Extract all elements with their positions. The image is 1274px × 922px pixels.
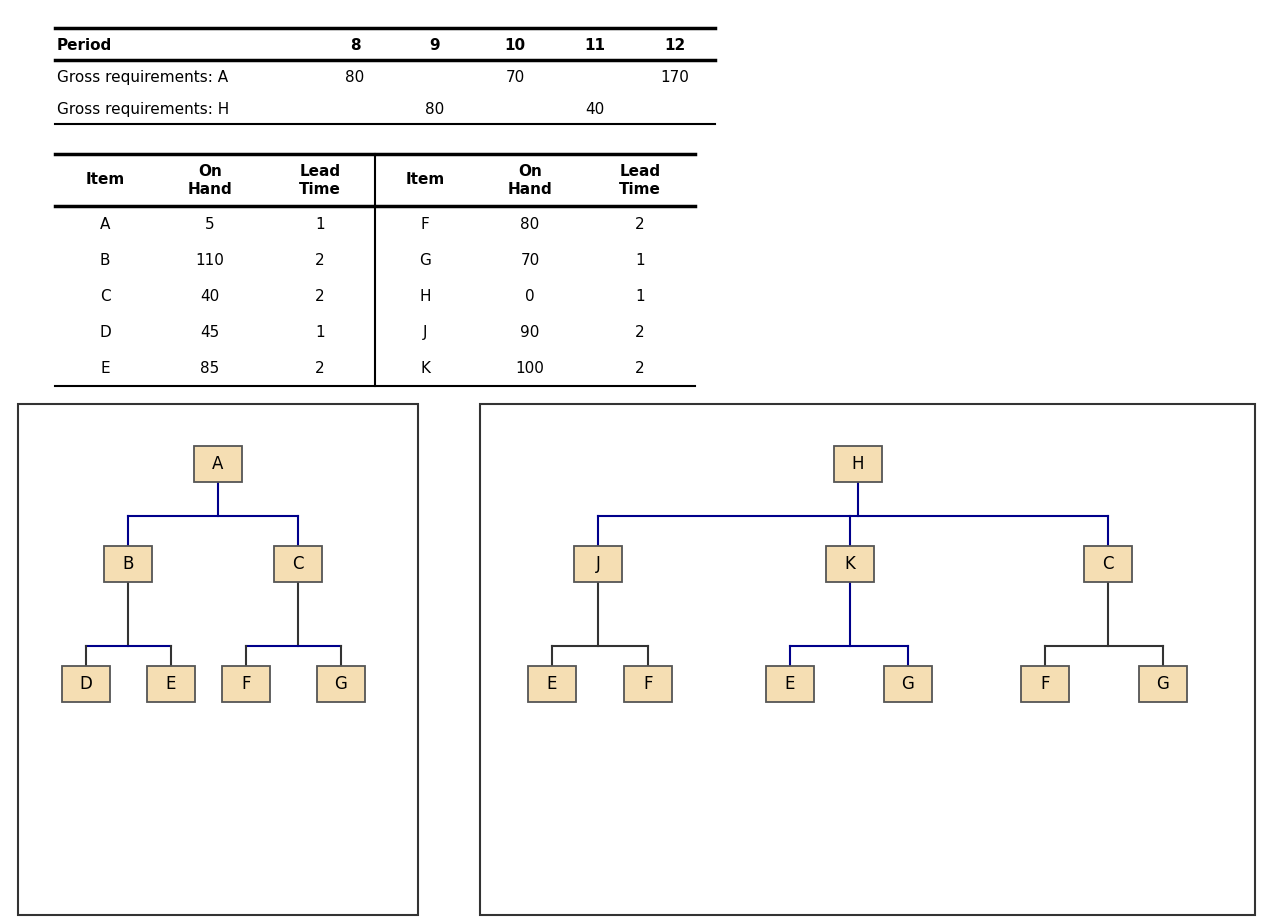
- Text: 40: 40: [585, 102, 605, 117]
- Text: Item: Item: [85, 172, 125, 187]
- Text: H: H: [419, 289, 431, 303]
- Text: 1: 1: [315, 217, 325, 231]
- Text: G: G: [1157, 675, 1170, 693]
- Text: C: C: [1102, 555, 1113, 573]
- Text: 170: 170: [660, 70, 689, 85]
- Text: G: G: [335, 675, 348, 693]
- Text: On: On: [519, 163, 541, 179]
- Text: J: J: [595, 555, 600, 573]
- Text: Period: Period: [57, 38, 112, 53]
- Text: 12: 12: [664, 38, 685, 53]
- FancyBboxPatch shape: [884, 666, 933, 702]
- Text: F: F: [1041, 675, 1050, 693]
- Text: Time: Time: [619, 182, 661, 196]
- Text: B: B: [122, 555, 134, 573]
- Text: E: E: [166, 675, 176, 693]
- Text: 2: 2: [636, 325, 645, 339]
- Text: 70: 70: [506, 70, 525, 85]
- FancyBboxPatch shape: [766, 666, 814, 702]
- FancyBboxPatch shape: [222, 666, 270, 702]
- Text: 40: 40: [200, 289, 219, 303]
- Text: 2: 2: [315, 289, 325, 303]
- FancyBboxPatch shape: [575, 546, 622, 582]
- Text: 80: 80: [426, 102, 445, 117]
- Text: E: E: [547, 675, 557, 693]
- Text: J: J: [423, 325, 427, 339]
- Text: A: A: [213, 455, 224, 473]
- Text: 45: 45: [200, 325, 219, 339]
- Text: H: H: [851, 455, 864, 473]
- Text: Time: Time: [299, 182, 341, 196]
- Text: 0: 0: [525, 289, 535, 303]
- Text: E: E: [785, 675, 795, 693]
- Text: C: C: [99, 289, 111, 303]
- Text: B: B: [99, 253, 111, 267]
- Text: 8: 8: [349, 38, 361, 53]
- Text: D: D: [99, 325, 111, 339]
- FancyBboxPatch shape: [1139, 666, 1187, 702]
- FancyBboxPatch shape: [1020, 666, 1069, 702]
- Bar: [480, 404, 1255, 915]
- FancyBboxPatch shape: [147, 666, 195, 702]
- Text: F: F: [420, 217, 429, 231]
- Text: Item: Item: [405, 172, 445, 187]
- FancyBboxPatch shape: [624, 666, 671, 702]
- Text: 1: 1: [636, 289, 645, 303]
- Text: K: K: [420, 361, 431, 375]
- Text: 85: 85: [200, 361, 219, 375]
- Text: Hand: Hand: [187, 182, 232, 196]
- FancyBboxPatch shape: [317, 666, 364, 702]
- Text: 9: 9: [429, 38, 441, 53]
- FancyBboxPatch shape: [274, 546, 322, 582]
- Text: 1: 1: [315, 325, 325, 339]
- Text: 2: 2: [636, 217, 645, 231]
- FancyBboxPatch shape: [104, 546, 152, 582]
- Text: 80: 80: [520, 217, 540, 231]
- Text: Gross requirements: H: Gross requirements: H: [57, 102, 229, 117]
- FancyBboxPatch shape: [194, 446, 242, 482]
- FancyBboxPatch shape: [1084, 546, 1133, 582]
- Text: 5: 5: [205, 217, 215, 231]
- Text: C: C: [292, 555, 303, 573]
- Text: 1: 1: [636, 253, 645, 267]
- Text: D: D: [79, 675, 93, 693]
- Text: 110: 110: [196, 253, 224, 267]
- Text: Lead: Lead: [619, 163, 660, 179]
- Text: 70: 70: [520, 253, 540, 267]
- Text: Hand: Hand: [507, 182, 553, 196]
- Text: 11: 11: [585, 38, 605, 53]
- Text: E: E: [101, 361, 110, 375]
- FancyBboxPatch shape: [833, 446, 882, 482]
- Text: 90: 90: [520, 325, 540, 339]
- Text: On: On: [197, 163, 222, 179]
- Text: 2: 2: [636, 361, 645, 375]
- Text: G: G: [419, 253, 431, 267]
- Text: F: F: [241, 675, 251, 693]
- Text: 80: 80: [345, 70, 364, 85]
- Text: Lead: Lead: [299, 163, 340, 179]
- FancyBboxPatch shape: [62, 666, 110, 702]
- FancyBboxPatch shape: [826, 546, 874, 582]
- Text: K: K: [845, 555, 855, 573]
- Text: 2: 2: [315, 253, 325, 267]
- Text: G: G: [902, 675, 915, 693]
- FancyBboxPatch shape: [527, 666, 576, 702]
- Text: 100: 100: [516, 361, 544, 375]
- Bar: [18, 404, 418, 915]
- Text: F: F: [643, 675, 652, 693]
- Text: Gross requirements: A: Gross requirements: A: [57, 70, 228, 85]
- Text: 2: 2: [315, 361, 325, 375]
- Text: A: A: [99, 217, 110, 231]
- Text: 10: 10: [505, 38, 526, 53]
